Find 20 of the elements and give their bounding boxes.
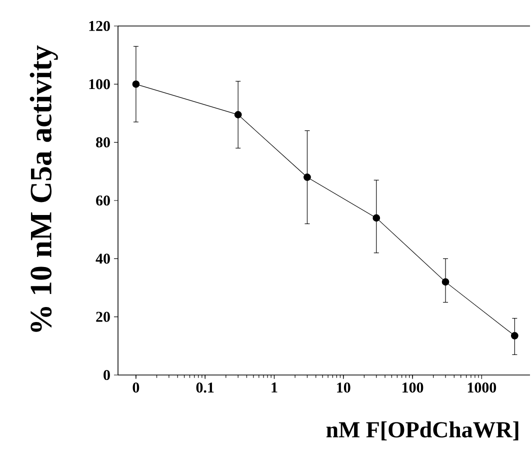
y-tick-label: 0 bbox=[104, 370, 110, 380]
y-tick-label: 80 bbox=[96, 137, 110, 148]
point bbox=[442, 278, 450, 286]
y-tick-label: 40 bbox=[96, 254, 110, 264]
x-tick-label: 0.1 bbox=[196, 382, 214, 393]
x-tick-label: 1000 bbox=[468, 382, 496, 393]
x-tick-label: 10 bbox=[337, 382, 350, 393]
x-tick-label: 1 bbox=[272, 382, 278, 392]
x-tick-label: 0 bbox=[132, 382, 140, 393]
point bbox=[234, 111, 242, 118]
x-tick-label: 100 bbox=[402, 382, 424, 393]
y-tick-label: 120 bbox=[89, 20, 110, 32]
y-tick-label: 20 bbox=[96, 312, 110, 322]
y-tick-label: 100 bbox=[89, 79, 110, 90]
y-tick-label: 60 bbox=[96, 195, 110, 206]
point bbox=[372, 214, 380, 222]
point bbox=[510, 332, 518, 340]
point bbox=[304, 174, 311, 181]
x-axis-title: nM F[OPdChaWR] bbox=[326, 421, 518, 440]
y-axis-title: % 10 nM C5a activity bbox=[30, 45, 58, 332]
